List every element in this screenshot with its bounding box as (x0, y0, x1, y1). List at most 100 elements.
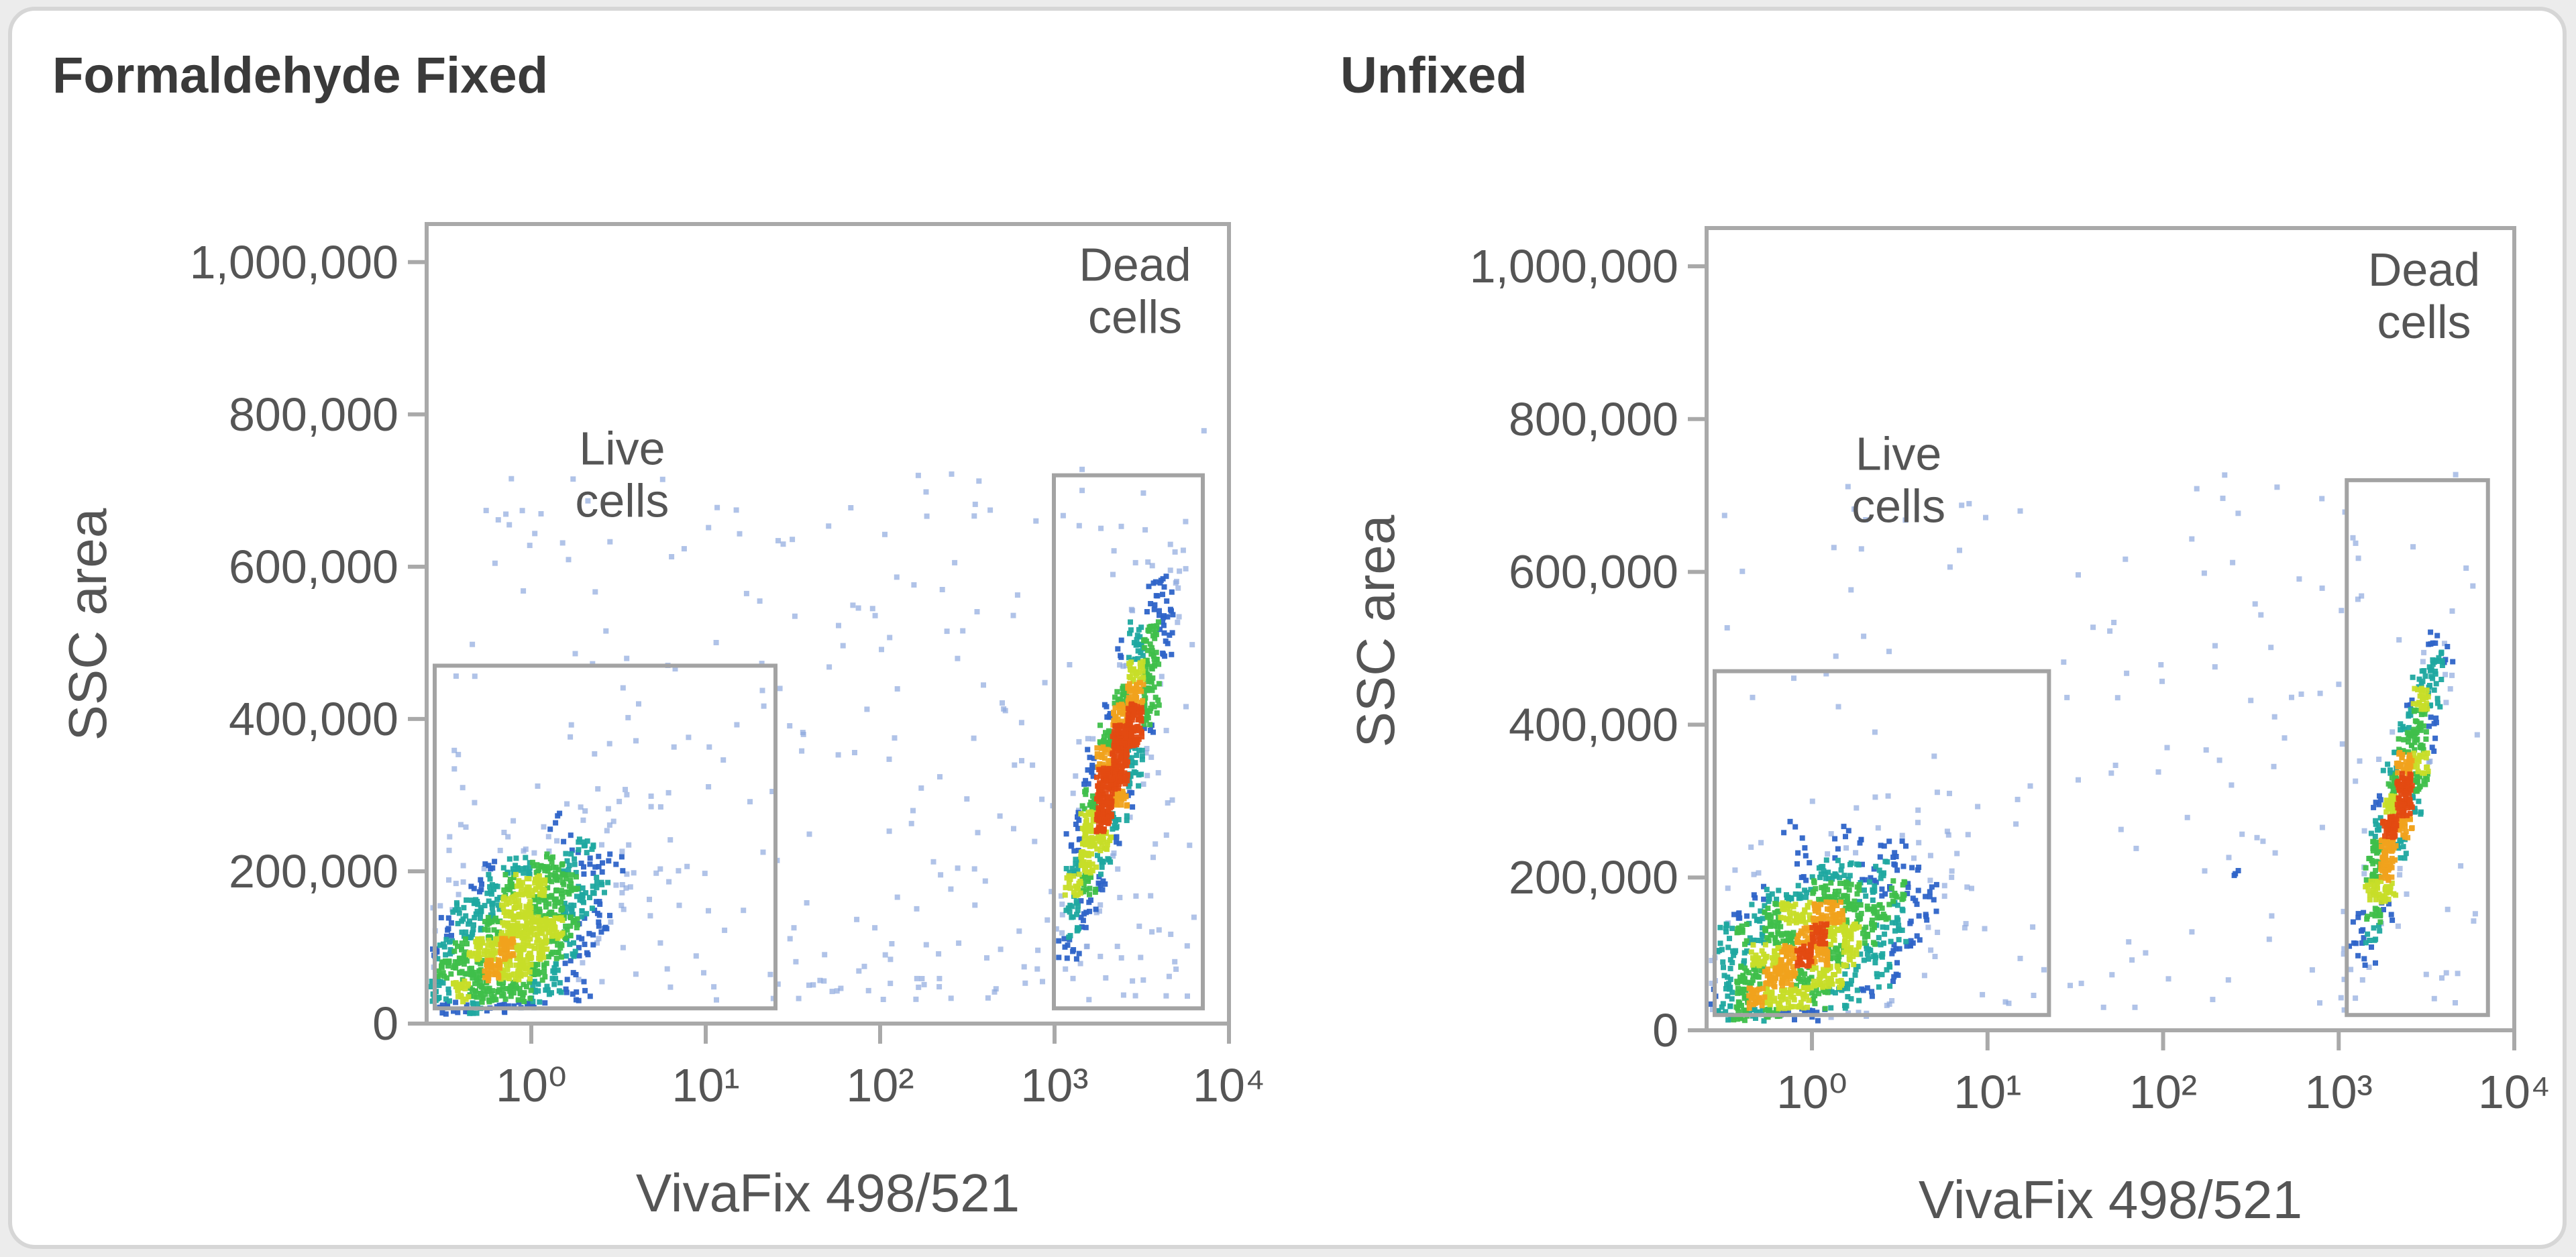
event-point (2341, 951, 2347, 957)
event-point (1135, 717, 1141, 723)
event-point (1838, 942, 1843, 948)
event-point (1105, 809, 1111, 814)
event-point (2387, 770, 2394, 776)
event-point (1808, 952, 1814, 958)
event-point (531, 850, 537, 856)
event-point (1129, 694, 1135, 700)
event-point (1090, 773, 1096, 779)
event-point (505, 896, 511, 902)
event-point (1816, 991, 1822, 997)
event-point (2398, 855, 2404, 861)
event-point (1760, 916, 1766, 922)
event-point (743, 590, 749, 596)
event-point (1732, 867, 1738, 873)
event-point (468, 971, 474, 977)
event-point (2090, 624, 2096, 631)
event-point (568, 832, 574, 838)
event-point (1791, 675, 1796, 681)
event-point (520, 879, 525, 885)
event-point (2410, 793, 2416, 799)
event-point (498, 950, 504, 957)
event-point (791, 925, 797, 931)
event-point (2368, 881, 2374, 887)
event-point (1768, 914, 1774, 920)
event-point (458, 993, 464, 999)
event-point (2353, 995, 2359, 1001)
event-point (1856, 882, 1862, 888)
event-point (2370, 890, 2376, 896)
event-point (1138, 688, 1144, 694)
event-point (1083, 869, 1089, 875)
event-point (558, 891, 564, 897)
event-point (543, 934, 549, 940)
event-point (971, 513, 977, 519)
event-point (1916, 840, 1922, 846)
event-point (1083, 887, 1089, 893)
event-point (519, 508, 525, 514)
event-point (2377, 797, 2383, 803)
event-point (527, 936, 533, 942)
event-point (1151, 684, 1157, 690)
event-point (511, 971, 517, 977)
event-point (2387, 814, 2393, 820)
event-point (541, 926, 547, 932)
event-point (1741, 1007, 1747, 1014)
event-point (1087, 870, 1093, 876)
event-point (1067, 662, 1073, 667)
event-point (459, 929, 465, 935)
event-point (2420, 659, 2426, 665)
event-point (1102, 755, 1108, 761)
event-point (450, 909, 456, 915)
event-point (519, 934, 525, 940)
event-point (1771, 998, 1777, 1004)
event-point (595, 786, 601, 792)
event-point (1892, 850, 1898, 856)
event-point (1799, 946, 1805, 952)
event-point (1760, 933, 1766, 939)
event-point (596, 919, 602, 925)
event-point (2424, 750, 2430, 756)
event-point (1886, 964, 1892, 970)
event-point (1012, 762, 1018, 768)
event-point (564, 989, 570, 995)
event-point (521, 848, 527, 854)
event-point (2355, 914, 2361, 920)
event-point (2396, 736, 2402, 742)
event-point (2341, 946, 2347, 952)
event-point (557, 980, 563, 986)
event-point (1964, 884, 1970, 890)
event-point (1874, 915, 1880, 921)
event-point (1143, 717, 1149, 723)
event-point (1825, 887, 1831, 893)
event-point (536, 899, 542, 905)
event-point (1141, 645, 1147, 651)
event-point (1829, 977, 1834, 983)
event-point (1112, 737, 1118, 743)
event-point (1083, 817, 1089, 823)
event-point (653, 870, 659, 876)
event-point (555, 942, 561, 948)
event-point (1764, 990, 1770, 996)
event-point (620, 868, 626, 874)
event-point (1767, 977, 1773, 983)
event-point (1796, 990, 1802, 996)
event-point (1837, 875, 1843, 881)
event-point (1102, 702, 1108, 708)
event-point (443, 933, 449, 939)
event-point (1095, 805, 1102, 811)
event-point (2395, 923, 2401, 929)
event-point (1134, 637, 1140, 643)
event-point (1109, 798, 1115, 804)
x-axis-label: VivaFix 498/521 (636, 1163, 1020, 1223)
event-point (1122, 781, 1128, 787)
event-point (1761, 896, 1767, 902)
event-point (1819, 929, 1825, 935)
event-point (1707, 1001, 1713, 1007)
event-point (1778, 1005, 1783, 1011)
event-point (1129, 697, 1135, 703)
event-point (1854, 987, 1860, 993)
event-point (1895, 972, 1901, 978)
event-point (1124, 803, 1130, 809)
event-point (2383, 872, 2389, 878)
